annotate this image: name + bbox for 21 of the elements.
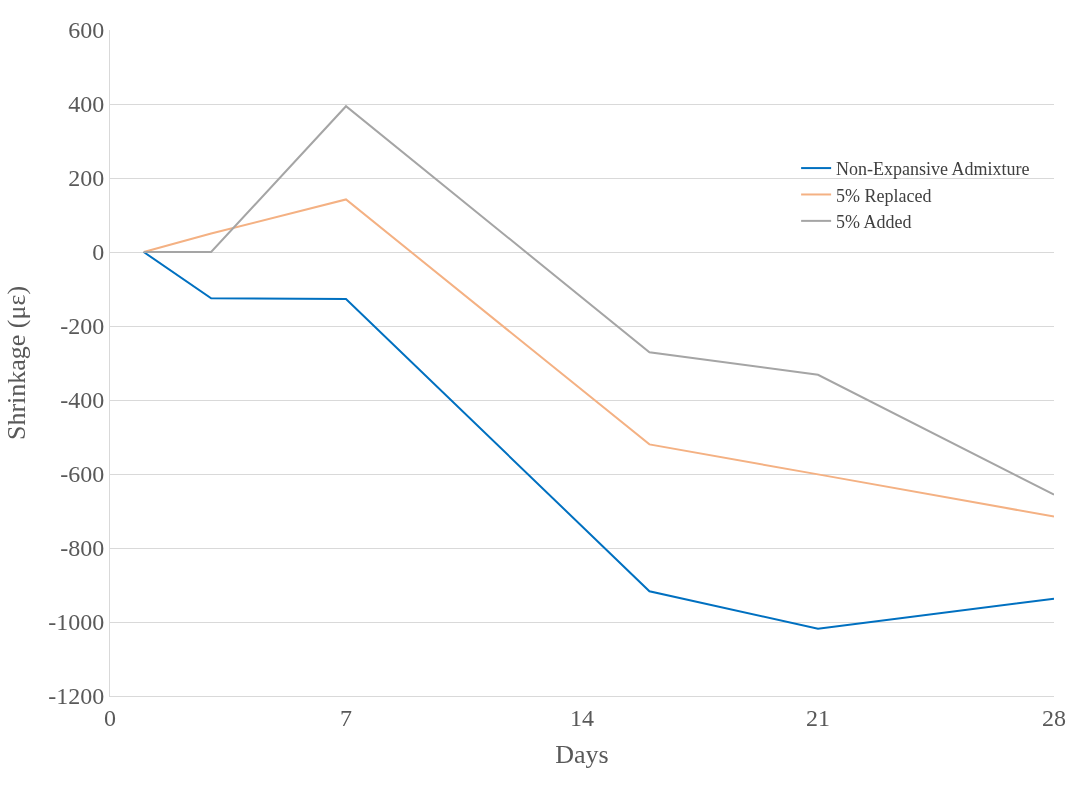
x-tick-label: 28: [1042, 704, 1066, 731]
y-tick-label: -800: [60, 535, 105, 562]
y-axis-title: Shrinkage (με): [1, 285, 31, 441]
y-tick-label: 0: [92, 239, 105, 266]
y-tick-label: -600: [60, 461, 105, 488]
y-tick-label: 400: [68, 91, 105, 118]
y-tick-label: -200: [60, 313, 105, 340]
x-tick-label: 7: [340, 704, 352, 731]
legend-label: Non-Expansive Admixture: [836, 159, 1030, 180]
y-tick-label: 600: [68, 17, 105, 44]
y-tick-label: -1000: [48, 609, 105, 636]
y-tick-label: -400: [60, 387, 105, 414]
line-series: [142, 251, 1054, 630]
legend-label: 5% Added: [836, 211, 912, 232]
x-axis-title: Days: [555, 740, 609, 770]
x-tick-label: 21: [806, 704, 830, 731]
x-tick-label: 14: [570, 704, 594, 731]
y-tick-label: 200: [68, 165, 105, 192]
legend-label: 5% Replaced: [836, 185, 932, 206]
y-tick-label: -1200: [48, 683, 105, 710]
line-series: [142, 105, 1054, 496]
